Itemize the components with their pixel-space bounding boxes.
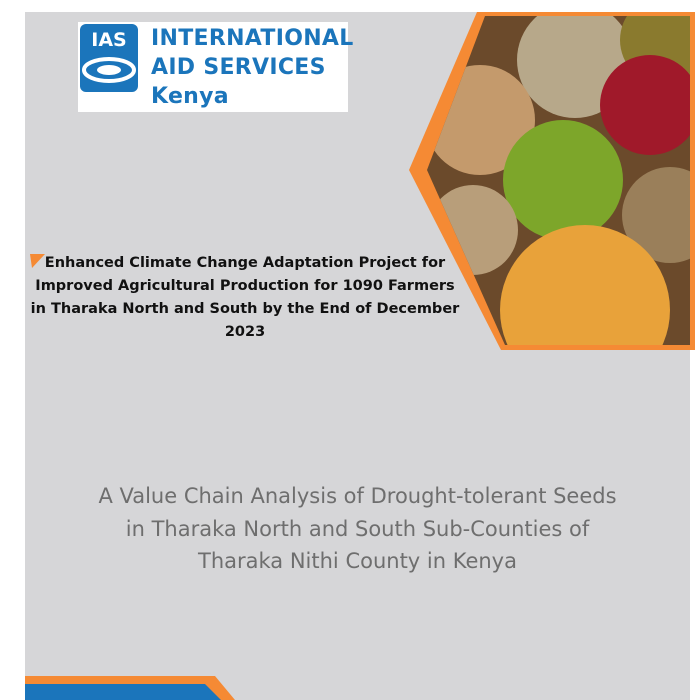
project-title-line: in Tharaka North and South by the End of… (30, 301, 460, 317)
logo-icon: IAS (80, 24, 138, 92)
project-title: Enhanced Climate Change Adaptation Proje… (30, 252, 460, 344)
report-title: A Value Chain Analysis of Drought-tolera… (25, 480, 690, 578)
report-title-line: A Value Chain Analysis of Drought-tolera… (98, 484, 617, 508)
report-title-line: Tharaka Nithi County in Kenya (198, 549, 517, 573)
project-title-line: Improved Agricultural Production for 109… (35, 278, 455, 294)
logo: IAS INTERNATIONAL AID SERVICES Kenya (78, 22, 353, 112)
project-title-line: 2023 (224, 324, 266, 340)
logo-text: Kenya (151, 84, 229, 109)
project-title-line: Enhanced Climate Change Adaptation Proje… (44, 255, 446, 271)
accent-triangle (30, 254, 45, 268)
logo-text: AID SERVICES (151, 55, 326, 80)
logo-text: INTERNATIONAL (151, 26, 354, 51)
bottom-accent (25, 676, 235, 700)
logo-abbr: IAS (91, 29, 126, 51)
seed-image (409, 12, 695, 350)
report-title-line: in Tharaka North and South Sub-Counties … (125, 516, 590, 541)
